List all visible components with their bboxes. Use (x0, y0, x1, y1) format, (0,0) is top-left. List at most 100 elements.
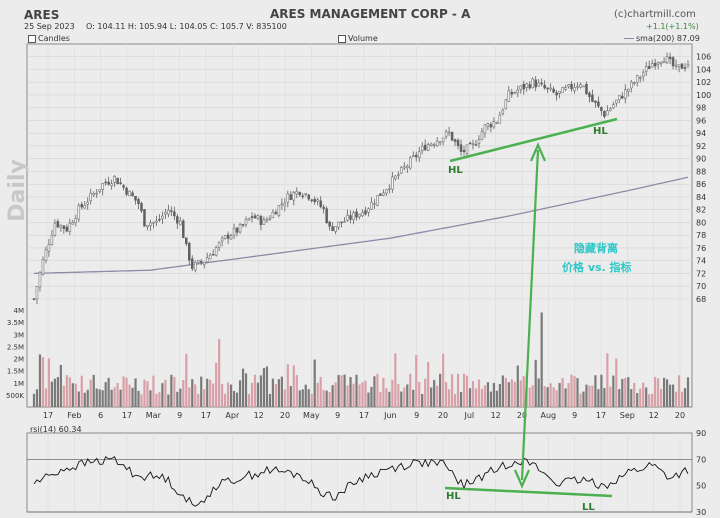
candle-body (471, 143, 475, 145)
candle-body (674, 64, 678, 67)
candle-body (289, 194, 293, 200)
candle-body (134, 195, 137, 201)
date-tick-label: 17 (596, 411, 606, 420)
candle-body (594, 100, 597, 103)
volume-bar (373, 376, 376, 407)
candle-body (483, 124, 487, 134)
volume-bar (642, 382, 645, 407)
higher-low-label-2: HL (593, 126, 608, 137)
date-tick-label: 20 (675, 411, 685, 420)
divergence-subtitle: 价格 vs. 指标 (562, 261, 632, 274)
volume-bar (433, 379, 436, 407)
candle-body (277, 205, 281, 216)
volume-bar (59, 364, 62, 407)
volume-bar (657, 378, 660, 407)
volume-bar (104, 382, 107, 407)
candle-body (337, 221, 340, 228)
candle-body (131, 192, 134, 197)
date-tick-label: Mar (146, 411, 162, 420)
volume-bar (409, 373, 412, 407)
date-tick-label: 9 (335, 411, 340, 420)
volume-bar (549, 383, 552, 407)
candle-body (498, 114, 502, 124)
candle-body (621, 95, 624, 99)
candle-body (409, 157, 412, 169)
volume-bar (316, 382, 319, 407)
volume-bar (86, 389, 89, 407)
candle-body (406, 165, 409, 168)
volume-tick-label: 500K (6, 392, 24, 400)
volume-bar (394, 353, 397, 407)
date-label: 25 Sep 2023 (24, 22, 75, 31)
volume-bar (310, 393, 313, 407)
volume-bar (516, 365, 519, 407)
candle-body (149, 222, 152, 226)
volume-bar (361, 382, 364, 407)
candle-body (549, 87, 552, 90)
candle-body (164, 212, 167, 215)
sma-legend-label: sma(200) 87.09 (636, 34, 700, 43)
volume-bar (80, 375, 83, 407)
volume-bar (358, 384, 361, 407)
candle-body (173, 211, 176, 217)
volume-bar (140, 394, 143, 407)
volume-bar (77, 391, 80, 407)
volume-bar (298, 390, 301, 407)
candle-body (283, 202, 287, 207)
ohlcv-label: O: 104.11 H: 105.94 L: 104.05 C: 105.7 V… (86, 22, 287, 31)
candle-body (624, 89, 627, 99)
volume-bar (546, 387, 549, 407)
date-tick-label: Aug (541, 411, 557, 420)
volume-bar (244, 373, 248, 407)
candle-body (170, 210, 173, 212)
candle-body (662, 60, 666, 64)
volume-bar (660, 388, 663, 407)
candle-body (310, 199, 313, 201)
candle-body (668, 56, 672, 60)
candle-body (376, 195, 379, 206)
volume-bar (388, 391, 391, 407)
candle-body (382, 192, 385, 196)
candle-body (400, 167, 403, 174)
volume-bar (665, 379, 669, 407)
candle-body (152, 221, 155, 224)
candle-body (543, 84, 546, 89)
volume-bar (224, 393, 227, 407)
volume-bar (534, 359, 537, 407)
volume-bar (639, 388, 642, 407)
volume-bar (241, 368, 245, 407)
candle-body (635, 75, 639, 83)
date-tick-label: 9 (572, 411, 577, 420)
volume-bar (427, 361, 430, 407)
candle-body (104, 181, 107, 184)
volume-bar (307, 389, 310, 407)
volume-bar (471, 381, 475, 407)
candle-body (585, 83, 588, 95)
candle-body (519, 85, 523, 90)
volume-bar (621, 379, 624, 407)
candle-body (579, 84, 582, 88)
candle-body (373, 203, 376, 205)
volume-bar (170, 374, 173, 407)
candle-body (343, 221, 346, 223)
volume-bar (212, 383, 215, 407)
candle-body (432, 144, 436, 146)
candle-body (423, 144, 427, 151)
price-tick-label: 78 (696, 231, 706, 240)
candle-body (495, 122, 499, 124)
volume-bar (450, 374, 454, 407)
volume-bar (149, 390, 152, 407)
volume-bar (346, 385, 349, 407)
volume-bar (648, 394, 651, 407)
candle-body (370, 201, 373, 210)
candle-body (196, 260, 200, 263)
candle-body (403, 166, 406, 169)
candle-body (367, 208, 370, 213)
candle-body (247, 217, 251, 221)
volume-bar (680, 391, 684, 407)
date-tick-label: 9 (414, 411, 419, 420)
volume-bar (47, 358, 51, 407)
volume-bar (600, 374, 603, 407)
candle-body (429, 143, 433, 146)
candle-body (199, 261, 203, 263)
